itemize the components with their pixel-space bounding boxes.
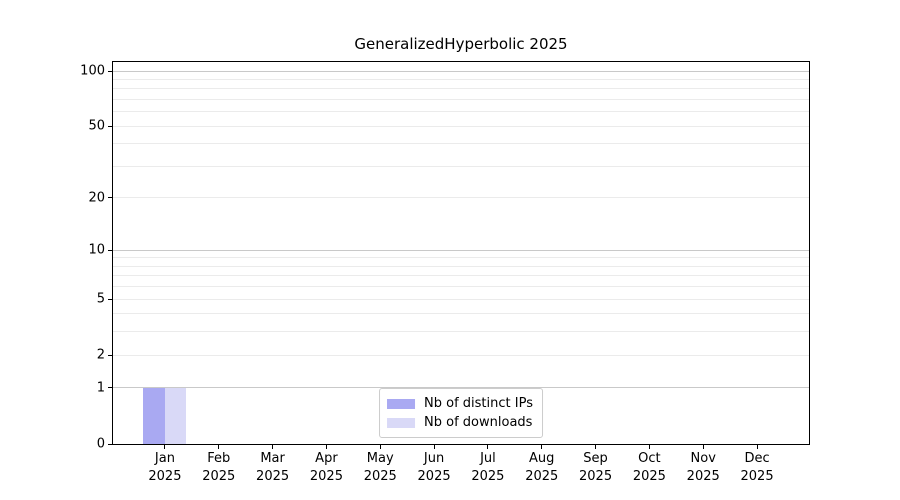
gridline-minor-6 bbox=[113, 286, 809, 288]
x-tick-label-jan: Jan 2025 bbox=[148, 450, 181, 486]
y-tick-label-0: 0 bbox=[96, 436, 105, 452]
x-tick-label-may: May 2025 bbox=[364, 450, 397, 486]
x-tick-year-jun: 2025 bbox=[417, 469, 451, 484]
gridline-minor-4 bbox=[113, 313, 809, 315]
legend-swatch-downloads bbox=[387, 417, 416, 428]
y-tick-label-100: 100 bbox=[80, 63, 105, 79]
x-tick-label-jun: Jun 2025 bbox=[418, 450, 451, 486]
gridline-minor-70 bbox=[113, 99, 809, 101]
gridline-minor-20 bbox=[113, 197, 809, 199]
x-tick-label-oct: Oct 2025 bbox=[633, 450, 666, 486]
x-tick-month-may: May bbox=[366, 451, 394, 466]
gridline-minor-3 bbox=[113, 331, 809, 333]
x-tick-nov bbox=[702, 444, 704, 449]
gridline-minor-5 bbox=[113, 298, 809, 300]
x-tick-dec bbox=[756, 444, 758, 449]
y-tick-100 bbox=[108, 70, 113, 72]
gridline-minor-60 bbox=[113, 111, 809, 113]
x-tick-year-feb: 2025 bbox=[202, 469, 236, 484]
gridline-minor-30 bbox=[113, 166, 809, 167]
x-tick-year-mar: 2025 bbox=[256, 469, 290, 484]
y-tick-1 bbox=[108, 387, 113, 389]
x-tick-feb bbox=[218, 444, 220, 449]
x-tick-year-aug: 2025 bbox=[525, 469, 559, 484]
x-tick-label-aug: Aug 2025 bbox=[525, 450, 558, 486]
y-tick-20 bbox=[108, 197, 113, 199]
x-tick-year-apr: 2025 bbox=[309, 469, 343, 484]
gridline-major-100 bbox=[113, 70, 809, 72]
nb-of-downloads-bar-jan bbox=[164, 387, 187, 444]
x-tick-jul bbox=[487, 444, 489, 449]
x-tick-year-dec: 2025 bbox=[740, 469, 774, 484]
x-tick-month-oct: Oct bbox=[638, 451, 661, 466]
gridline-minor-40 bbox=[113, 143, 809, 145]
y-tick-50 bbox=[108, 125, 113, 127]
x-tick-label-sep: Sep 2025 bbox=[579, 450, 612, 486]
legend-item-downloads: Nb of downloads bbox=[387, 413, 533, 432]
legend-label-downloads: Nb of downloads bbox=[424, 415, 533, 430]
x-tick-label-nov: Nov 2025 bbox=[687, 450, 720, 486]
y-tick-label-5: 5 bbox=[96, 291, 105, 307]
legend-swatch-distinct-ips bbox=[387, 398, 416, 409]
x-tick-year-may: 2025 bbox=[363, 469, 397, 484]
y-tick-0 bbox=[108, 443, 113, 445]
gridline-minor-8 bbox=[113, 265, 809, 267]
x-tick-label-dec: Dec 2025 bbox=[741, 450, 774, 486]
x-tick-label-mar: Mar 2025 bbox=[256, 450, 289, 486]
x-tick-year-oct: 2025 bbox=[632, 469, 666, 484]
x-tick-month-jun: Jun bbox=[423, 451, 445, 466]
x-tick-month-sep: Sep bbox=[583, 451, 608, 466]
legend: Nb of distinct IPs Nb of downloads bbox=[379, 388, 543, 438]
x-tick-may bbox=[379, 444, 381, 449]
y-tick-5 bbox=[108, 298, 113, 300]
gridline-minor-50 bbox=[113, 125, 809, 127]
x-tick-month-aug: Aug bbox=[529, 451, 555, 466]
x-tick-year-jan: 2025 bbox=[148, 469, 182, 484]
x-tick-month-jul: Jul bbox=[480, 451, 496, 466]
gridline-minor-9 bbox=[113, 257, 809, 259]
y-tick-label-50: 50 bbox=[88, 118, 105, 134]
plot-area: Nb of distinct IPs Nb of downloads 0 1 2 5 1… bbox=[80, 61, 810, 484]
x-tick-year-nov: 2025 bbox=[686, 469, 720, 484]
x-tick-label-jul: Jul 2025 bbox=[471, 450, 504, 486]
y-tick-2 bbox=[108, 354, 113, 356]
gridline-minor-7 bbox=[113, 275, 809, 277]
gridline-minor-80 bbox=[113, 88, 809, 90]
x-tick-label-feb: Feb 2025 bbox=[202, 450, 235, 486]
x-tick-label-apr: Apr 2025 bbox=[310, 450, 343, 486]
x-tick-month-apr: Apr bbox=[315, 451, 338, 466]
y-tick-label-2: 2 bbox=[96, 347, 105, 363]
x-tick-month-mar: Mar bbox=[260, 451, 285, 466]
gridline-major-10 bbox=[113, 249, 809, 251]
gridline-minor-90 bbox=[113, 78, 809, 80]
x-tick-month-nov: Nov bbox=[690, 451, 716, 466]
chart-title: GeneralizedHyperbolic 2025 bbox=[354, 35, 568, 53]
legend-item-distinct-ips: Nb of distinct IPs bbox=[387, 394, 533, 413]
x-tick-month-feb: Feb bbox=[207, 451, 231, 466]
x-tick-apr bbox=[325, 444, 327, 449]
x-tick-jun bbox=[433, 444, 435, 449]
y-tick-label-20: 20 bbox=[88, 190, 105, 206]
x-tick-oct bbox=[648, 444, 650, 449]
x-tick-month-dec: Dec bbox=[744, 451, 770, 466]
x-tick-month-jan: Jan bbox=[154, 451, 175, 466]
gridline-major-1 bbox=[113, 387, 809, 389]
y-tick-10 bbox=[108, 249, 113, 251]
legend-label-distinct-ips: Nb of distinct IPs bbox=[424, 396, 533, 411]
x-tick-jan bbox=[164, 444, 166, 449]
x-tick-year-jul: 2025 bbox=[471, 469, 505, 484]
x-tick-sep bbox=[595, 444, 597, 449]
x-tick-year-sep: 2025 bbox=[579, 469, 613, 484]
x-tick-mar bbox=[272, 444, 274, 449]
y-tick-label-10: 10 bbox=[88, 242, 105, 258]
nb-of-distinct-ips-bar-jan bbox=[143, 387, 165, 444]
y-tick-label-1: 1 bbox=[96, 380, 105, 396]
x-tick-aug bbox=[541, 444, 543, 449]
gridline-minor-2 bbox=[113, 354, 809, 356]
